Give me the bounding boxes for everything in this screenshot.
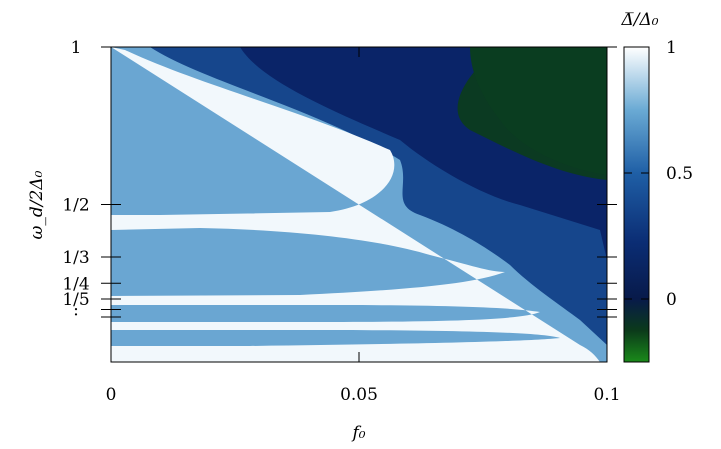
x-axis-label: f₀ bbox=[350, 423, 365, 443]
y-axis-label: ω_d/2Δ₀ bbox=[27, 170, 47, 239]
y-axis-ticks: 1 1/2 1/3 1/41/5: bbox=[62, 38, 617, 320]
colorbar-title: Δ̅/Δ₀ bbox=[620, 10, 658, 30]
colorbar bbox=[623, 46, 650, 363]
x-tick-label: 0 bbox=[106, 385, 117, 405]
heatmap-dark-corner bbox=[470, 47, 607, 175]
y-tick-label: 1/4 bbox=[62, 274, 89, 294]
y-tick-label: 1/2 bbox=[62, 196, 89, 216]
heatmap-plateau bbox=[111, 47, 600, 362]
x-tick-label: 0.1 bbox=[593, 385, 620, 405]
heatmap-area bbox=[111, 47, 607, 362]
x-tick-label: 0.05 bbox=[340, 385, 378, 405]
y-tick-label: 1/5 bbox=[62, 290, 89, 310]
y-tick-label: 1/3 bbox=[62, 248, 89, 268]
y-tick-label: 1 bbox=[71, 38, 82, 58]
colorbar-tick-label: 0.5 bbox=[666, 164, 693, 184]
colorbar-tick-label: 1 bbox=[666, 38, 677, 58]
x-axis-ticks: 0 0.05 0.1 bbox=[106, 47, 621, 405]
colorbar-tick-label: 0 bbox=[666, 290, 677, 310]
colorbar-ticks: 10.50 bbox=[624, 38, 693, 310]
y-tick-label: : bbox=[73, 300, 79, 320]
